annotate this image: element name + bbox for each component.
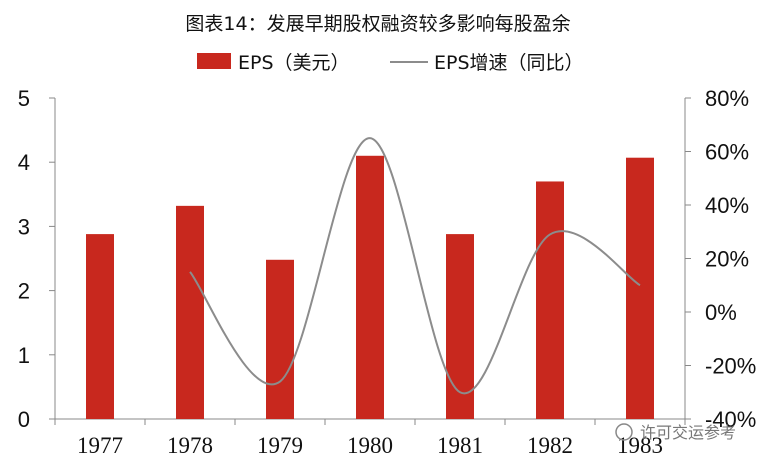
x-tick-label: 1978	[167, 433, 213, 458]
x-tick-label: 1979	[257, 433, 303, 458]
wechat-icon	[615, 423, 633, 441]
watermark: 许可交运参考	[640, 423, 736, 442]
right-tick-label: 60%	[705, 140, 749, 165]
eps-bar	[356, 155, 384, 419]
bar-series	[86, 155, 654, 419]
right-axis-ticks: -40% -20% 0% 20% 40% 60% 80%	[685, 86, 756, 432]
x-axis-ticks: 1977 1978 1979 1980 1981 1982 1983	[54, 419, 686, 458]
watermark-group: 许可交运参考	[615, 423, 736, 442]
x-tick-label: 1981	[437, 433, 483, 458]
right-tick-label: 40%	[705, 193, 749, 218]
x-tick-label: 1980	[347, 433, 393, 458]
legend: EPS（美元） EPS增速（同比）	[197, 52, 584, 74]
left-tick-label: 5	[18, 86, 30, 111]
left-tick-label: 4	[18, 150, 30, 175]
chart-title: 图表14：发展早期股权融资较多影响每股盈余	[185, 13, 570, 35]
right-tick-label: -40%	[705, 407, 756, 432]
left-tick-label: 1	[18, 343, 30, 368]
eps-bar	[266, 259, 294, 419]
legend-label-eps: EPS（美元）	[238, 52, 350, 74]
right-tick-label: 0%	[705, 300, 737, 325]
eps-bar	[536, 181, 564, 419]
legend-label-growth: EPS增速（同比）	[434, 52, 584, 74]
legend-swatch-eps	[197, 53, 231, 69]
right-tick-label: 20%	[705, 247, 749, 272]
eps-bar	[86, 234, 114, 419]
eps-bar	[626, 157, 654, 419]
eps-bar	[176, 205, 204, 419]
right-tick-label: 80%	[705, 86, 749, 111]
left-tick-label: 2	[18, 279, 30, 304]
line-series	[189, 137, 641, 395]
x-tick-label: 1983	[617, 433, 663, 458]
left-tick-label: 0	[18, 407, 30, 432]
eps-growth-line	[189, 137, 641, 395]
x-tick-label: 1977	[77, 433, 123, 458]
x-tick-label: 1982	[527, 433, 573, 458]
right-tick-label: -20%	[705, 354, 756, 379]
left-tick-label: 3	[18, 214, 30, 239]
left-axis-ticks: 0 1 2 3 4 5	[18, 86, 55, 432]
eps-bar	[446, 234, 474, 419]
